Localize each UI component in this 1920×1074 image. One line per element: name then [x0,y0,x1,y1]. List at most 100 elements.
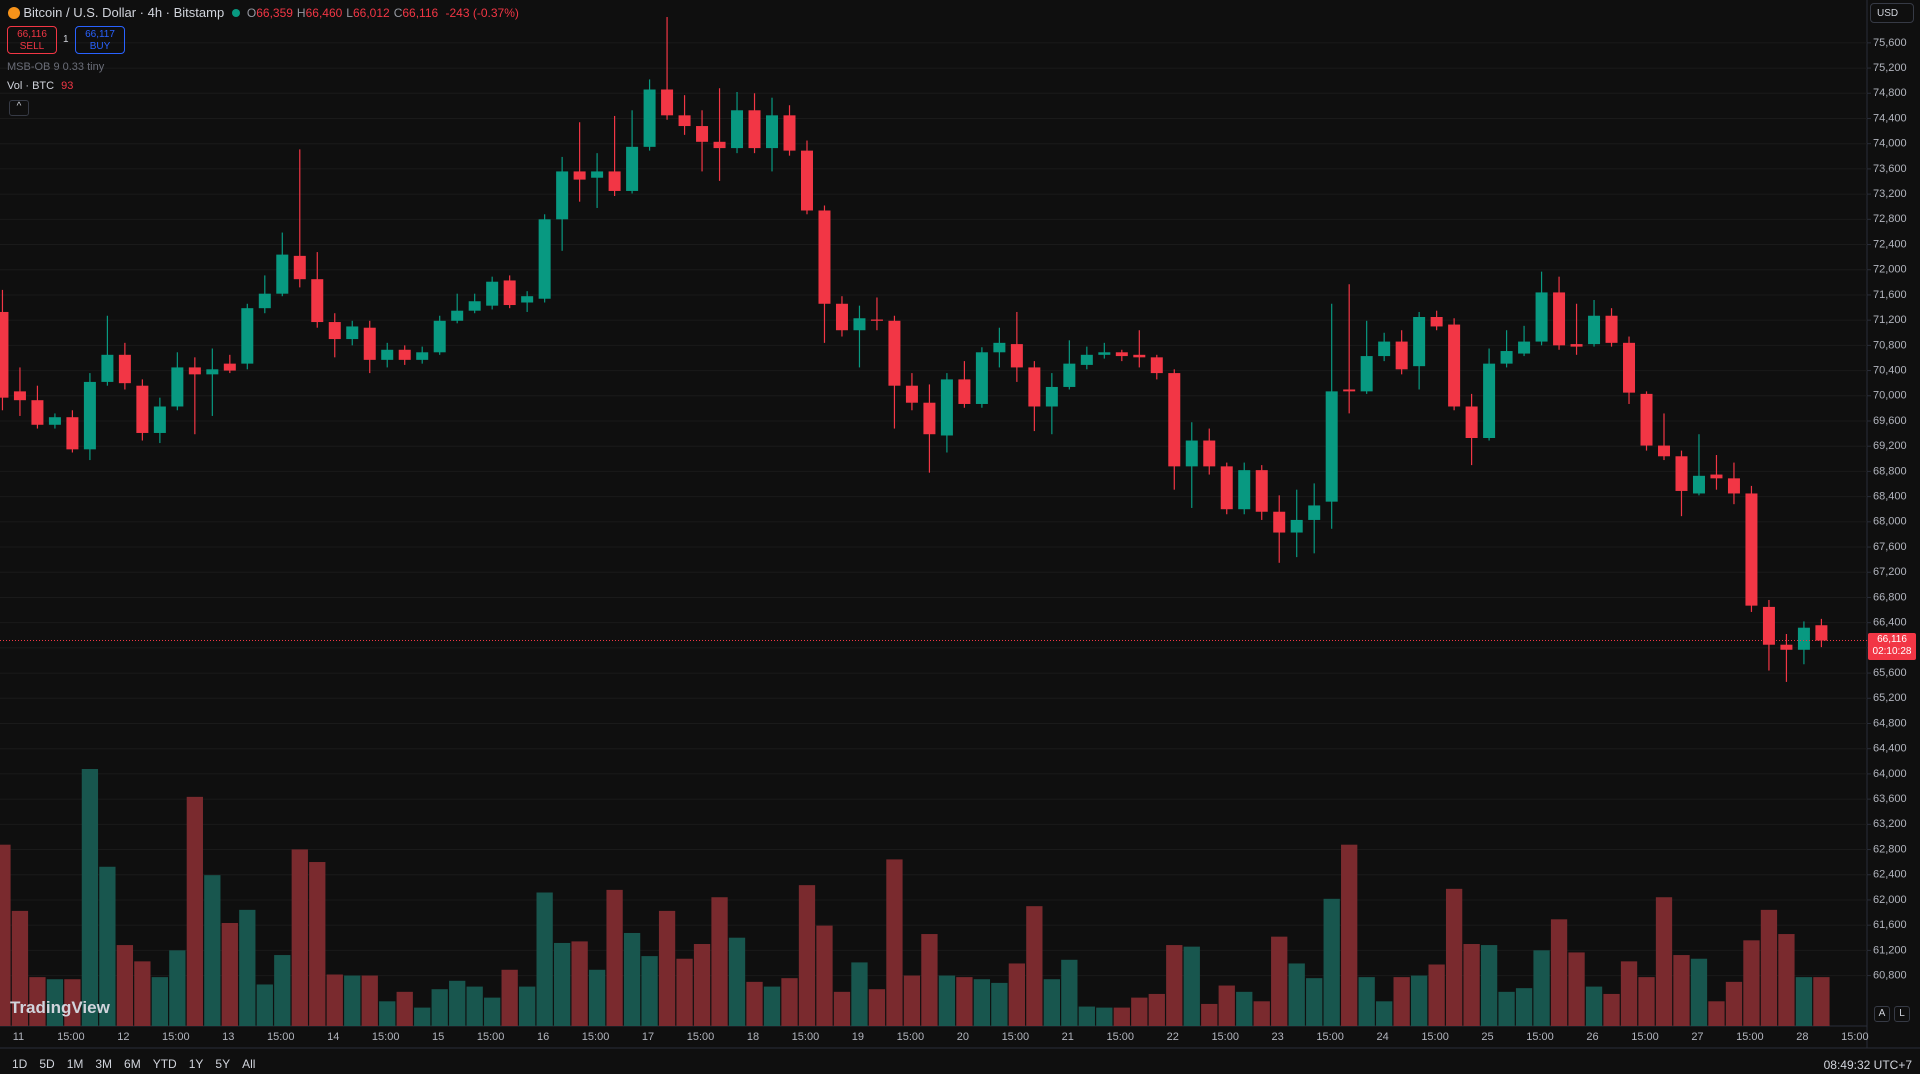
x-tick-label: 21 [1062,1031,1074,1043]
volume-bar [414,1007,431,1026]
candle-body [1255,470,1268,512]
x-tick-label: 15:00 [1211,1031,1239,1043]
candle-body [1727,478,1740,494]
volume-bar [868,989,886,1026]
volume-pane [0,769,1830,1026]
candle-body [1692,475,1705,494]
x-tick-label: 19 [852,1031,864,1043]
y-tick-label: 63,200 [1873,818,1907,830]
candle-body [748,110,761,149]
candle-body [783,115,796,151]
volume-bar [1393,977,1410,1026]
volume-bar [1201,1003,1218,1026]
candle-body [223,363,236,371]
candle-body [1203,440,1216,467]
candle-body [1535,292,1548,342]
volume-bar [1236,991,1253,1026]
candle-body [1168,373,1181,467]
candle-body [1448,324,1461,407]
candle-body [1378,341,1391,357]
x-tick-label: 28 [1796,1031,1808,1043]
candle-body [800,150,813,211]
sell-label: SELL [19,41,45,52]
ohlc-value: 66,359 [256,6,293,20]
y-tick-label: 72,400 [1873,238,1907,250]
candle-body [1658,445,1670,457]
candle-body [556,171,569,220]
candles [0,17,1828,682]
range-button[interactable]: 1Y [188,1057,204,1071]
volume-bar [0,844,11,1026]
last-price: 66,116 [1877,633,1907,645]
y-tick-label: 68,800 [1873,465,1907,477]
x-tick-label: 15:00 [1002,1031,1030,1043]
range-button[interactable]: All [242,1057,256,1071]
candle-body [241,308,254,364]
scale-button[interactable]: A [1874,1006,1890,1022]
volume-title: Vol · BTC [7,80,55,92]
collapse-button[interactable]: ^ [9,100,29,116]
indicator-legend[interactable]: MSB-OB 9 0.33 tiny [7,61,105,73]
logo[interactable]: TradingView [10,998,110,1017]
sell-button[interactable]: 66,116 SELL [7,26,57,54]
candle-body [1465,406,1478,439]
range-button[interactable]: 5D [39,1057,55,1071]
volume-bar [1585,986,1603,1026]
volume-bar [169,950,186,1026]
volume-bar [99,866,116,1026]
volume-bar [1708,1001,1725,1026]
volume-bar [1760,909,1778,1026]
ohlc-value: 66,012 [352,6,390,20]
candle-body [1518,341,1531,354]
volume-bar [1183,946,1200,1026]
x-tick-label: 26 [1586,1031,1598,1043]
candle-body [993,342,1006,353]
candle-body [1063,363,1076,387]
range-button[interactable]: 3M [95,1057,113,1071]
volume-bar [326,974,343,1026]
volume-bar [798,885,816,1026]
candle-body [888,320,901,386]
currency-button[interactable]: USD [1870,3,1914,23]
ohlc-key: C [393,6,403,20]
volume-bar [1743,940,1760,1026]
volume-bar [134,961,151,1026]
volume-legend[interactable]: Vol · BTC 93 [7,80,73,92]
quantity[interactable]: 1 [63,34,69,45]
volume-bar [361,975,378,1026]
candle-body [433,320,446,353]
y-tick-label: 68,400 [1873,491,1907,503]
candle-body [101,354,114,382]
volume-bar [1533,950,1550,1026]
x-tick-label: 23 [1272,1031,1284,1043]
range-button[interactable]: 1M [66,1057,84,1071]
y-tick-label: 63,600 [1873,793,1907,805]
range-button[interactable]: 1D [12,1057,28,1071]
y-tick-label: 71,200 [1873,314,1907,326]
y-tick-label: 70,800 [1873,339,1907,351]
range-button[interactable]: YTD [152,1057,177,1071]
candle-body [1238,470,1251,510]
volume-bar [991,982,1008,1026]
volume-bar [938,975,956,1026]
volume-bar [956,977,973,1026]
buy-button[interactable]: 66,117 BUY [75,26,125,54]
symbol-icon [8,7,20,19]
x-tick-label: 15:00 [1631,1031,1659,1043]
sell-price: 66,116 [17,29,47,40]
symbol[interactable]: Bitcoin / U.S. Dollar · 4h · Bitstamp [23,5,225,20]
candle-body [1115,352,1128,357]
candle-body [451,310,464,321]
range-button[interactable]: 6M [124,1057,141,1071]
countdown: 02:10:28 [1872,645,1912,657]
x-tick-label: 17 [642,1031,654,1043]
volume-bar [239,909,256,1026]
volume-bar [291,849,308,1026]
range-button[interactable]: 5Y [215,1057,231,1071]
volume-bar [1271,936,1288,1026]
candle-body [870,319,883,321]
scale-button[interactable]: L [1894,1006,1910,1022]
candle-body [1780,644,1793,650]
candle-body [1500,351,1513,364]
